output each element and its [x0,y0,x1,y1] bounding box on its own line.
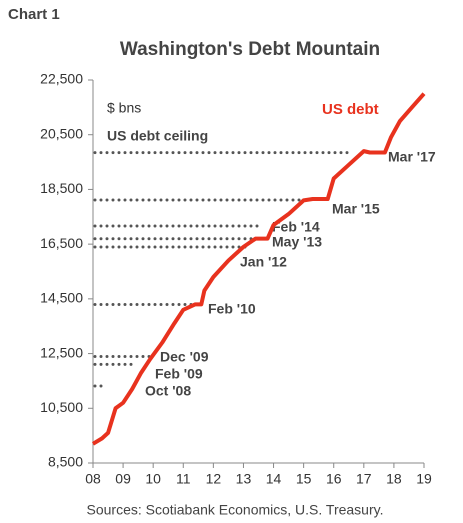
ceiling-label: Jan '12 [240,254,287,270]
ceiling-name: US debt ceiling [107,128,208,144]
y-tick-label: 18,500 [40,180,83,196]
x-tick-label: 17 [356,471,372,487]
ceiling-label: Mar '17 [388,149,436,165]
x-tick-label: 12 [206,471,222,487]
x-tick-label: 19 [416,471,432,487]
y-tick-label: 8,500 [48,454,83,470]
ceiling-label: Feb '10 [208,301,256,317]
x-tick-label: 15 [296,471,312,487]
y-tick-label: 14,500 [40,290,83,306]
x-tick-label: 10 [145,471,161,487]
x-tick-label: 13 [236,471,252,487]
ceiling-label: May '13 [272,234,322,250]
x-tick-label: 08 [85,471,101,487]
y-tick-label: 22,500 [40,71,83,87]
x-tick-label: 09 [115,471,131,487]
y-tick-label: 12,500 [40,344,83,360]
chart-label: Chart 1 [8,6,60,23]
ceiling-label: Mar '15 [332,201,380,217]
series-label: US debt [322,101,379,118]
x-tick-label: 11 [176,471,191,487]
source: Sources: Scotiabank Economics, U.S. Trea… [87,502,384,518]
y-tick-label: 10,500 [40,399,83,415]
ceiling-label: Feb '09 [155,366,203,382]
ceiling-label: Feb '14 [272,219,320,235]
ceiling-label: Oct '08 [145,383,191,399]
debt-line [91,92,426,446]
x-tick-label: 16 [326,471,342,487]
y-axis-label: $ bns [107,100,141,116]
x-tick-label: 14 [266,471,282,487]
ceiling-label: Dec '09 [160,349,209,365]
y-tick-label: 20,500 [40,125,83,141]
x-tick-label: 18 [386,471,402,487]
chart-title: Washington's Debt Mountain [120,39,380,60]
y-tick-label: 16,500 [40,235,83,251]
